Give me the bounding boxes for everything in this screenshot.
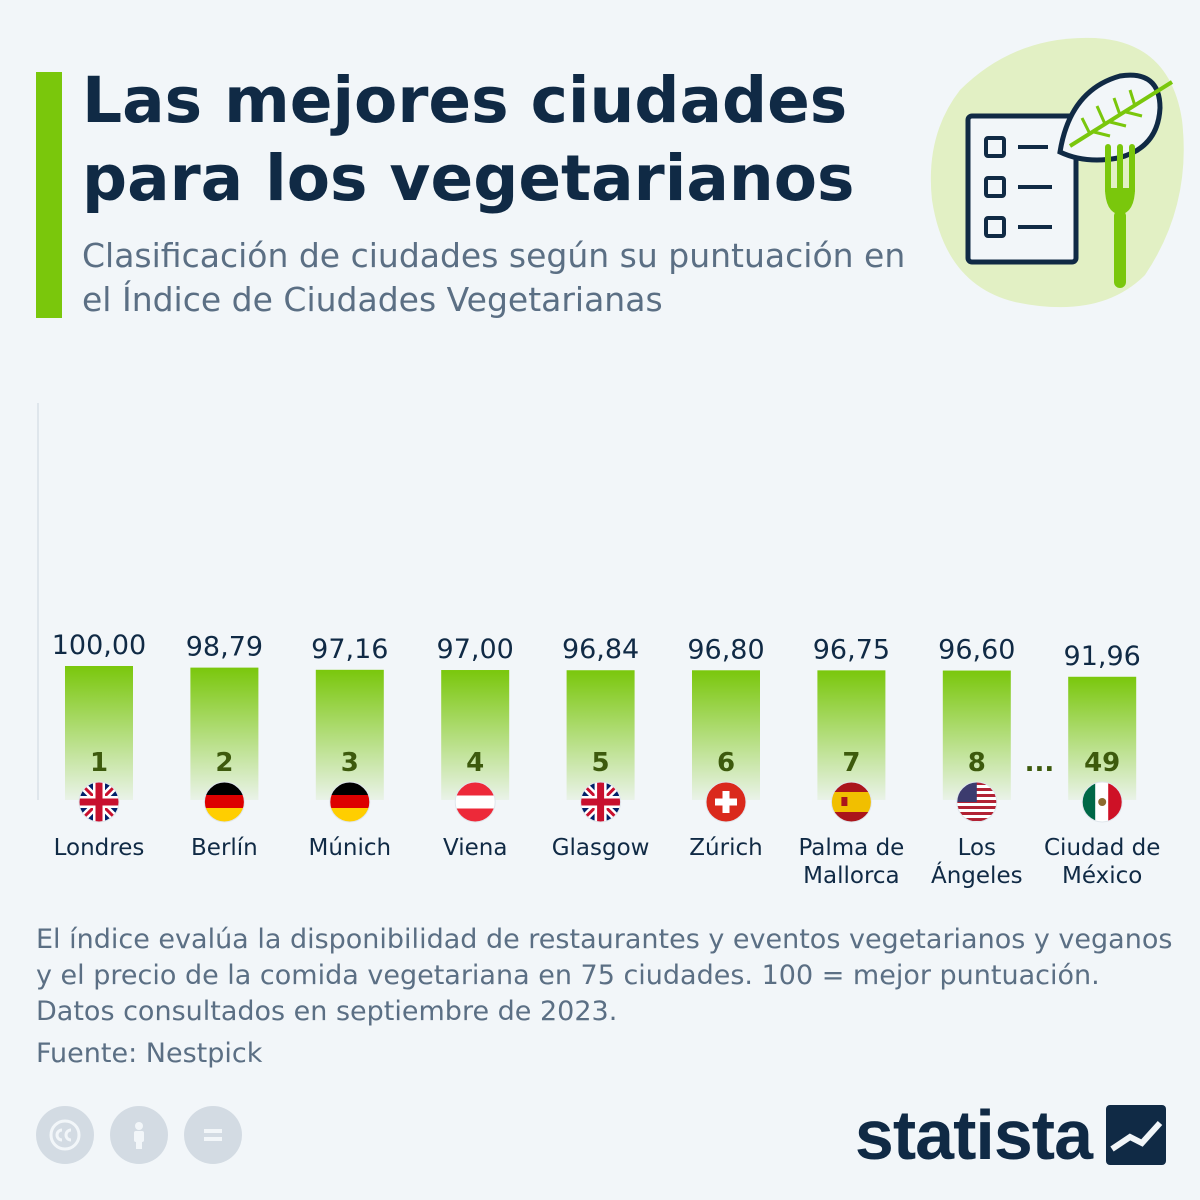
- bar-value-label: 96,60: [938, 635, 1015, 666]
- city-label: Múnich: [308, 835, 391, 861]
- city-label: Los: [958, 835, 996, 861]
- license-icons: [36, 1106, 242, 1164]
- chart-subtitle: Clasificación de ciudades según su puntu…: [82, 236, 906, 319]
- flag-outline: [78, 781, 120, 823]
- bar-value-label: 100,00: [52, 630, 146, 661]
- rank-label: 7: [842, 748, 860, 778]
- city-label: Ciudad de: [1044, 835, 1160, 861]
- flag-outline: [956, 781, 998, 823]
- bar-3: [315, 669, 384, 800]
- checklist-leaf-fork-icon: [930, 37, 1184, 308]
- flag-outline: [830, 781, 872, 823]
- flag-outline: [454, 781, 496, 823]
- flag-switzerland-icon: [705, 781, 747, 823]
- bar-8: [942, 670, 1011, 800]
- rank-label: 49: [1084, 748, 1120, 778]
- creative-commons-icon[interactable]: [36, 1106, 94, 1164]
- rank-label: 6: [717, 748, 735, 778]
- bar-5: [566, 670, 635, 800]
- bar-2: [190, 667, 259, 800]
- rank-label: 4: [466, 748, 484, 778]
- city-label: México: [1062, 863, 1142, 889]
- bar-value-label: 97,00: [437, 634, 514, 665]
- flag-germany-icon: [203, 781, 245, 823]
- bar-6: [692, 670, 760, 800]
- flag-outline: [705, 781, 747, 823]
- flag-austria-icon: [454, 781, 496, 823]
- flag-outline: [580, 781, 622, 823]
- city-label: Glasgow: [552, 835, 650, 861]
- rank-label: 8: [968, 748, 986, 778]
- city-label: Ángeles: [931, 861, 1023, 889]
- bar-value-label: 97,16: [311, 634, 388, 665]
- flag-outline: [329, 781, 371, 823]
- title-accent-bar: [36, 72, 62, 318]
- city-label: Zúrich: [689, 835, 762, 861]
- statista-logo-icon: [1106, 1105, 1166, 1165]
- rank-label: 5: [592, 748, 610, 778]
- statista-logo[interactable]: statista: [855, 1100, 1166, 1170]
- no-derivatives-icon[interactable]: [184, 1106, 242, 1164]
- bar-value-label: 96,80: [687, 634, 764, 665]
- flag-spain-icon: [830, 781, 872, 823]
- rank-label: 1: [90, 748, 108, 778]
- bar-7: [817, 670, 886, 800]
- bar-value-label: 91,96: [1064, 641, 1141, 672]
- city-label: Berlín: [191, 835, 258, 861]
- city-label: Viena: [443, 835, 507, 861]
- flag-usa-icon: [956, 781, 998, 823]
- city-label: Londres: [54, 835, 145, 861]
- flag-outline: [203, 781, 245, 823]
- flag-mexico-icon: [1081, 781, 1123, 823]
- city-label: Palma de: [798, 835, 904, 861]
- bar-9: [1068, 676, 1137, 800]
- bar-value-label: 96,84: [562, 634, 639, 665]
- bar-value-label: 96,75: [813, 634, 890, 665]
- flag-outline: [1081, 781, 1123, 823]
- statista-wordmark: statista: [854, 1096, 1093, 1174]
- rank-label: 3: [341, 748, 359, 778]
- rank-gap-marker: ...: [1025, 748, 1055, 778]
- chart-footnote: El índice evalúa la disponibilidad de re…: [36, 924, 1173, 1027]
- rank-label: 2: [215, 748, 233, 778]
- bar-1: [65, 666, 133, 800]
- bar-value-label: 98,79: [186, 632, 263, 663]
- source-note: Fuente: Nestpick: [36, 1038, 263, 1069]
- city-label: Mallorca: [803, 863, 899, 889]
- bar-4: [441, 670, 510, 800]
- flag-uk-icon: [580, 781, 622, 823]
- chart-title: Las mejores ciudades para los vegetarian…: [82, 64, 855, 215]
- flag-germany-icon: [329, 781, 371, 823]
- flag-uk-icon: [78, 781, 120, 823]
- attribution-icon[interactable]: [110, 1106, 168, 1164]
- bar-chart: 100,00 1 Londres 98,79 2 Berlín 97,16 3 Múnich 97…: [37, 403, 1160, 889]
